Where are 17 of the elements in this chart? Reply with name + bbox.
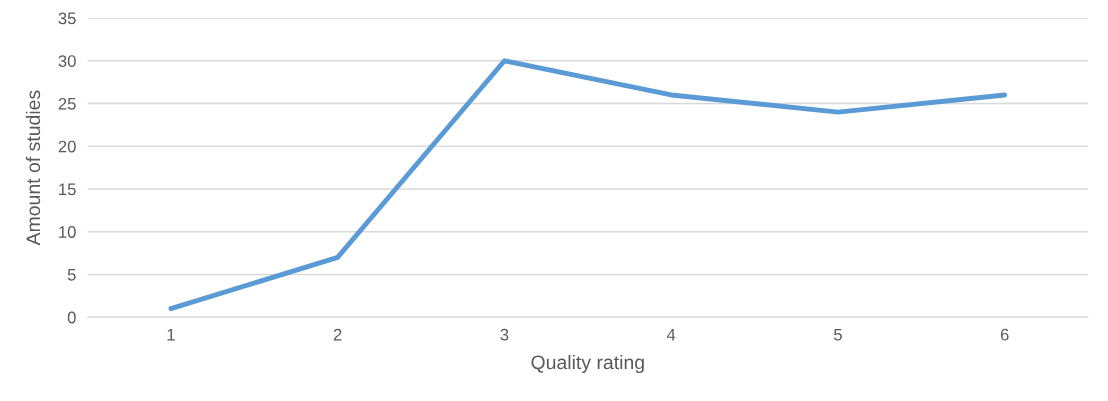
x-tick-label: 2 <box>333 328 342 341</box>
y-tick-label: 0 <box>67 311 76 324</box>
x-tick-label: 5 <box>833 328 842 341</box>
y-tick-label: 5 <box>67 269 76 281</box>
y-tick-label: 35 <box>58 12 76 25</box>
y-tick-label: 10 <box>59 226 76 238</box>
y-axis-title: Amount of studies <box>25 90 41 246</box>
line-series <box>168 58 1008 312</box>
y-tick-label: 30 <box>58 55 76 67</box>
x-tick-label: 1 <box>167 328 175 341</box>
x-axis-title: Quality rating <box>531 354 644 374</box>
y-tick-label: 15 <box>59 183 76 196</box>
y-tick-label: 20 <box>58 140 76 153</box>
x-tick-label: 6 <box>1000 328 1009 341</box>
x-tick-label: 4 <box>666 328 676 341</box>
x-tick-label: 3 <box>500 328 509 341</box>
y-tick-label: 25 <box>58 97 76 110</box>
